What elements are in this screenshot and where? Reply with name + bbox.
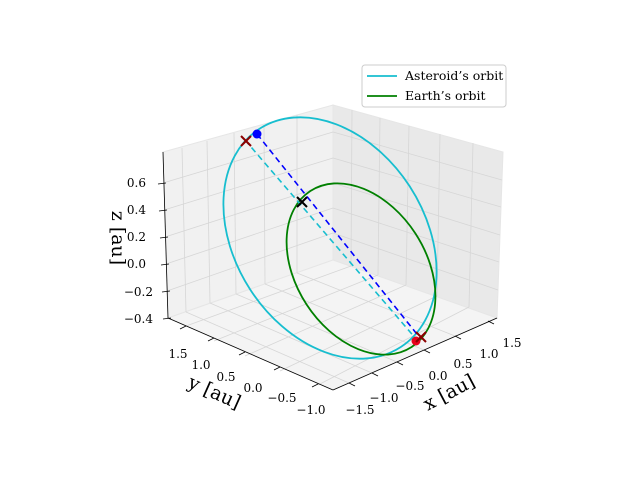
z-tick-mark: [158, 209, 168, 212]
y-tick-mark: [273, 366, 281, 371]
legend-label-earth: Earth’s orbit: [405, 88, 486, 103]
dark-red-cross-marker: [240, 135, 252, 147]
dark-red-cross-marker: [415, 331, 427, 343]
grid-line: [332, 232, 499, 291]
y-tick-mark: [311, 383, 319, 388]
asteroid-node-dashed-line: [244, 139, 418, 341]
grid-line: [279, 295, 438, 372]
z-tick-labels: 0.6 0.4 0.2 0.0 −0.2 −0.4: [124, 176, 154, 326]
grid-line: [185, 265, 352, 327]
grid-line: [209, 302, 373, 374]
earth-orbit-line: [285, 182, 437, 356]
grid-line: [468, 142, 474, 308]
legend: Asteroid’s orbit Earth’s orbit: [361, 64, 507, 108]
grid-line: [332, 131, 503, 181]
z-tick-label: −0.2: [124, 285, 153, 299]
z-tick-mark: [161, 290, 171, 293]
grid: [162, 109, 503, 386]
grid-line: [317, 306, 470, 386]
grid-line: [166, 232, 334, 292]
series-group: [222, 116, 438, 360]
x-tick-labels: −1.5 −1.0 −0.5 0.0 0.5 1.0 1.5: [345, 336, 521, 417]
legend-box: [361, 64, 507, 108]
grid-line: [163, 157, 334, 211]
grid-line: [264, 283, 425, 351]
x-tick-label: −1.5: [345, 403, 374, 417]
x-tick-mark: [454, 335, 462, 340]
y-tick-label: −0.5: [267, 391, 296, 405]
z-tick-label: 0.2: [127, 230, 146, 244]
grid-line: [332, 157, 502, 208]
x-tick-mark: [396, 361, 404, 366]
z-tick-label: 0.6: [127, 176, 146, 190]
z-axis-line: [162, 151, 169, 319]
x-tick-label: −1.0: [369, 391, 398, 405]
x-tick-label: −0.5: [395, 379, 424, 393]
z-tick-mark: [162, 317, 172, 320]
legend-label-asteroid: Asteroid’s orbit: [404, 68, 503, 83]
grid-line: [213, 274, 379, 342]
y-tick-label: 0.5: [216, 370, 235, 384]
line-of-nodes-dashed-line: [256, 133, 421, 339]
y-axis-line: [167, 317, 334, 391]
x-tick-label: 1.0: [479, 347, 498, 361]
z-tick-label: 0.0: [127, 257, 146, 271]
pane-walls: [162, 104, 504, 391]
grid-line: [436, 133, 441, 297]
y-tick-mark: [207, 337, 215, 342]
y-tick-label: 1.0: [191, 358, 210, 372]
black-cross-marker: [296, 196, 308, 208]
grid-line: [206, 140, 211, 304]
blue-point-marker: [252, 129, 262, 139]
x-tick-mark: [423, 349, 431, 354]
asteroid-orbit-line: [222, 116, 438, 360]
z-tick-mark: [160, 263, 170, 266]
markers: [240, 129, 427, 346]
x-tick-mark: [371, 372, 379, 377]
grid-line: [162, 131, 334, 184]
axes: [157, 151, 498, 391]
grid-line: [244, 284, 407, 357]
x-tick-label: 0.0: [428, 369, 447, 383]
grid-line: [181, 147, 187, 313]
grid-line: [332, 182, 501, 236]
z-axis-label: z [au]: [107, 211, 129, 265]
y-tick-label: 1.5: [168, 347, 187, 361]
y-tick-mark: [179, 325, 187, 330]
x-axis-line: [332, 317, 498, 391]
x-tick-label: 1.5: [502, 336, 521, 350]
grid-line: [165, 207, 334, 265]
grid-line: [233, 132, 237, 295]
y-tick-label: 0.0: [243, 381, 262, 395]
y-tick-mark: [238, 351, 246, 356]
y-tick-label: −1.0: [296, 403, 325, 417]
grid-line: [263, 124, 266, 285]
x-tick-mark: [348, 382, 356, 387]
z-tick-label: −0.4: [124, 312, 154, 326]
y-tick-labels: 1.5 1.0 0.5 0.0 −0.5 −1.0: [168, 347, 325, 417]
grid-line: [405, 125, 410, 286]
z-tick-mark: [159, 236, 169, 239]
z-tick-label: 0.4: [127, 203, 146, 217]
grid-line: [350, 109, 353, 267]
z-tick-mark: [157, 182, 167, 185]
grid-line: [164, 182, 334, 238]
x-tick-mark: [487, 320, 495, 325]
grid-line: [185, 311, 350, 384]
x-tick-label: 0.5: [453, 357, 472, 371]
